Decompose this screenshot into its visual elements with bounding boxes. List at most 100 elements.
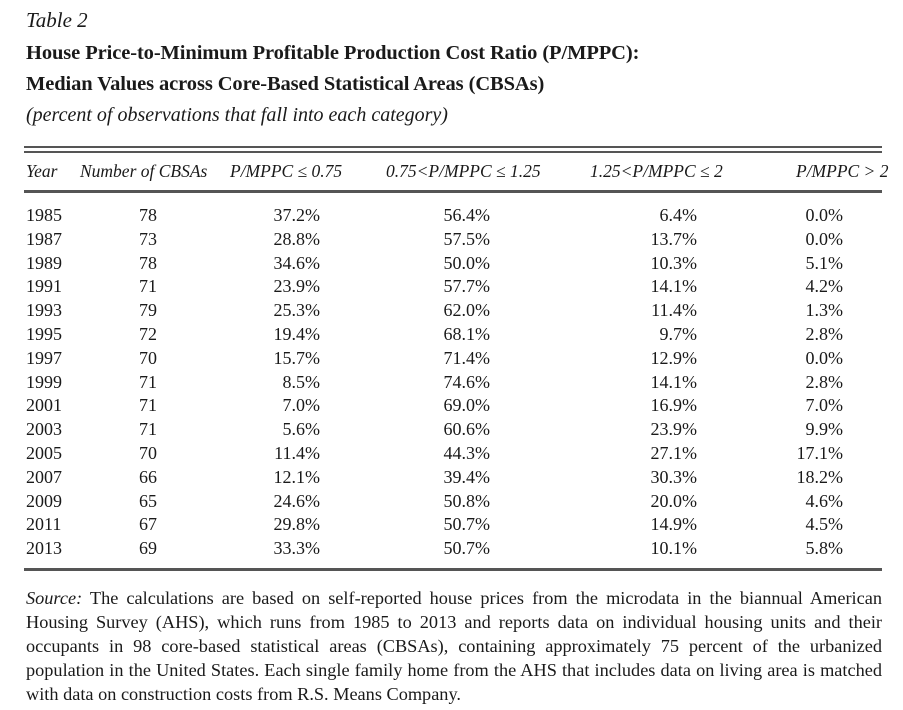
cbsa-count-cell: 70 <box>139 443 157 463</box>
year-cell: 1987 <box>26 228 62 249</box>
header-col-3: 1.25<P/MPPC ≤ 2 <box>590 161 723 181</box>
table-row: 1999 71 8.5% 74.6% 14.1% 2.8% <box>0 372 903 396</box>
top-rule <box>24 146 882 148</box>
le-075-cell: 19.4% <box>273 324 321 344</box>
year-cell: 2001 <box>26 395 62 416</box>
year-cell: 2009 <box>26 490 62 511</box>
year-cell: 2003 <box>26 419 62 440</box>
gt-2-cell: 18.2% <box>796 466 844 487</box>
125-2-cell: 23.9% <box>650 419 698 440</box>
075-125-cell: 50.8% <box>443 490 491 511</box>
table-row: 1993 79 25.3% 62.0% 11.4% 1.3% <box>0 300 903 324</box>
cbsa-count-cell: 71 <box>139 419 157 440</box>
le-075-cell: 34.6% <box>273 252 321 273</box>
year-cell: 1993 <box>26 300 62 321</box>
075-125-cell: 71.4% <box>443 347 491 368</box>
gt-2-cell: 0.0% <box>805 205 844 225</box>
cbsa-count-cell: 78 <box>139 252 157 273</box>
gt-2-cell: 2.8% <box>805 371 844 392</box>
075-125-cell: 50.7% <box>443 514 491 535</box>
125-2-cell: 14.1% <box>650 371 698 392</box>
table-row: 1991 71 23.9% 57.7% 14.1% 4.2% <box>0 276 903 300</box>
header-col-1: P/MPPC ≤ 0.75 <box>230 161 343 181</box>
source-text: The calculations are based on self-repor… <box>26 588 882 704</box>
table-row: 2013 69 33.3% 50.7% 10.1% 5.8% <box>0 538 903 562</box>
table-row: 2001 71 7.0% 69.0% 16.9% 7.0% <box>0 395 903 419</box>
year-cell: 2005 <box>26 443 62 463</box>
table-title-line-1: House Price-to-Minimum Profitable Produc… <box>26 42 640 64</box>
year-cell: 2011 <box>26 514 62 535</box>
cbsa-count-cell: 70 <box>139 347 157 368</box>
075-125-cell: 56.4% <box>443 205 491 225</box>
gt-2-cell: 17.1% <box>796 443 844 463</box>
le-075-cell: 37.2% <box>273 205 321 225</box>
source-note: Source: The calculations are based on se… <box>26 586 882 706</box>
header-rule <box>24 190 882 193</box>
125-2-cell: 16.9% <box>650 395 698 416</box>
table-row: 2007 66 12.1% 39.4% 30.3% 18.2% <box>0 467 903 491</box>
gt-2-cell: 1.3% <box>805 300 844 321</box>
source-label: Source: <box>26 588 83 608</box>
cbsa-count-cell: 71 <box>139 371 157 392</box>
125-2-cell: 14.9% <box>650 514 698 535</box>
le-075-cell: 33.3% <box>273 538 321 559</box>
le-075-cell: 11.4% <box>274 443 320 463</box>
table-row: 1997 70 15.7% 71.4% 12.9% 0.0% <box>0 348 903 372</box>
year-cell: 2007 <box>26 466 62 487</box>
gt-2-cell: 4.6% <box>805 490 844 511</box>
cbsa-count-cell: 72 <box>139 324 157 344</box>
year-cell: 2013 <box>26 538 62 559</box>
075-125-cell: 60.6% <box>443 419 491 440</box>
125-2-cell: 9.7% <box>659 324 698 344</box>
year-cell: 1995 <box>26 324 62 344</box>
cbsa-count-cell: 73 <box>139 228 157 249</box>
125-2-cell: 10.1% <box>650 538 698 559</box>
table-row: 1989 78 34.6% 50.0% 10.3% 5.1% <box>0 253 903 277</box>
gt-2-cell: 0.0% <box>805 228 844 249</box>
075-125-cell: 57.7% <box>443 276 491 297</box>
le-075-cell: 12.1% <box>273 466 321 487</box>
cbsa-count-cell: 69 <box>139 538 157 559</box>
table-row: 2005 70 11.4% 44.3% 27.1% 17.1% <box>0 443 903 467</box>
year-cell: 1985 <box>26 205 62 225</box>
header-year: Year <box>26 161 58 181</box>
075-125-cell: 74.6% <box>443 371 491 392</box>
075-125-cell: 62.0% <box>443 300 491 321</box>
year-cell: 1989 <box>26 252 62 273</box>
075-125-cell: 44.3% <box>443 443 491 463</box>
header-col-4: P/MPPC > 2 <box>796 161 889 181</box>
gt-2-cell: 4.2% <box>805 276 844 297</box>
le-075-cell: 24.6% <box>273 490 321 511</box>
gt-2-cell: 2.8% <box>805 324 844 344</box>
125-2-cell: 14.1% <box>650 276 698 297</box>
table-row: 2011 67 29.8% 50.7% 14.9% 4.5% <box>0 514 903 538</box>
gt-2-cell: 4.5% <box>805 514 844 535</box>
125-2-cell: 12.9% <box>650 347 698 368</box>
125-2-cell: 11.4% <box>651 300 697 321</box>
le-075-cell: 7.0% <box>282 395 321 416</box>
table-row: 1985 78 37.2% 56.4% 6.4% 0.0% <box>0 205 903 229</box>
gt-2-cell: 7.0% <box>805 395 844 416</box>
cbsa-count-cell: 71 <box>139 395 157 416</box>
gt-2-cell: 0.0% <box>805 347 844 368</box>
cbsa-count-cell: 66 <box>139 466 157 487</box>
cbsa-count-cell: 67 <box>139 514 157 535</box>
table-title-line-2: Median Values across Core-Based Statisti… <box>26 73 545 95</box>
075-125-cell: 57.5% <box>443 228 491 249</box>
cbsa-count-cell: 71 <box>139 276 157 297</box>
075-125-cell: 39.4% <box>443 466 491 487</box>
table-label: Table 2 <box>26 8 88 32</box>
table-row: 1995 72 19.4% 68.1% 9.7% 2.8% <box>0 324 903 348</box>
le-075-cell: 29.8% <box>273 514 321 535</box>
year-cell: 1991 <box>26 276 62 297</box>
gt-2-cell: 5.1% <box>805 252 844 273</box>
125-2-cell: 6.4% <box>659 205 698 225</box>
075-125-cell: 50.0% <box>443 252 491 273</box>
075-125-cell: 68.1% <box>443 324 491 344</box>
table-row: 1987 73 28.8% 57.5% 13.7% 0.0% <box>0 229 903 253</box>
125-2-cell: 30.3% <box>650 466 698 487</box>
cbsa-count-cell: 78 <box>139 205 157 225</box>
top-rule-2 <box>24 151 882 153</box>
le-075-cell: 28.8% <box>273 228 321 249</box>
gt-2-cell: 5.8% <box>805 538 844 559</box>
